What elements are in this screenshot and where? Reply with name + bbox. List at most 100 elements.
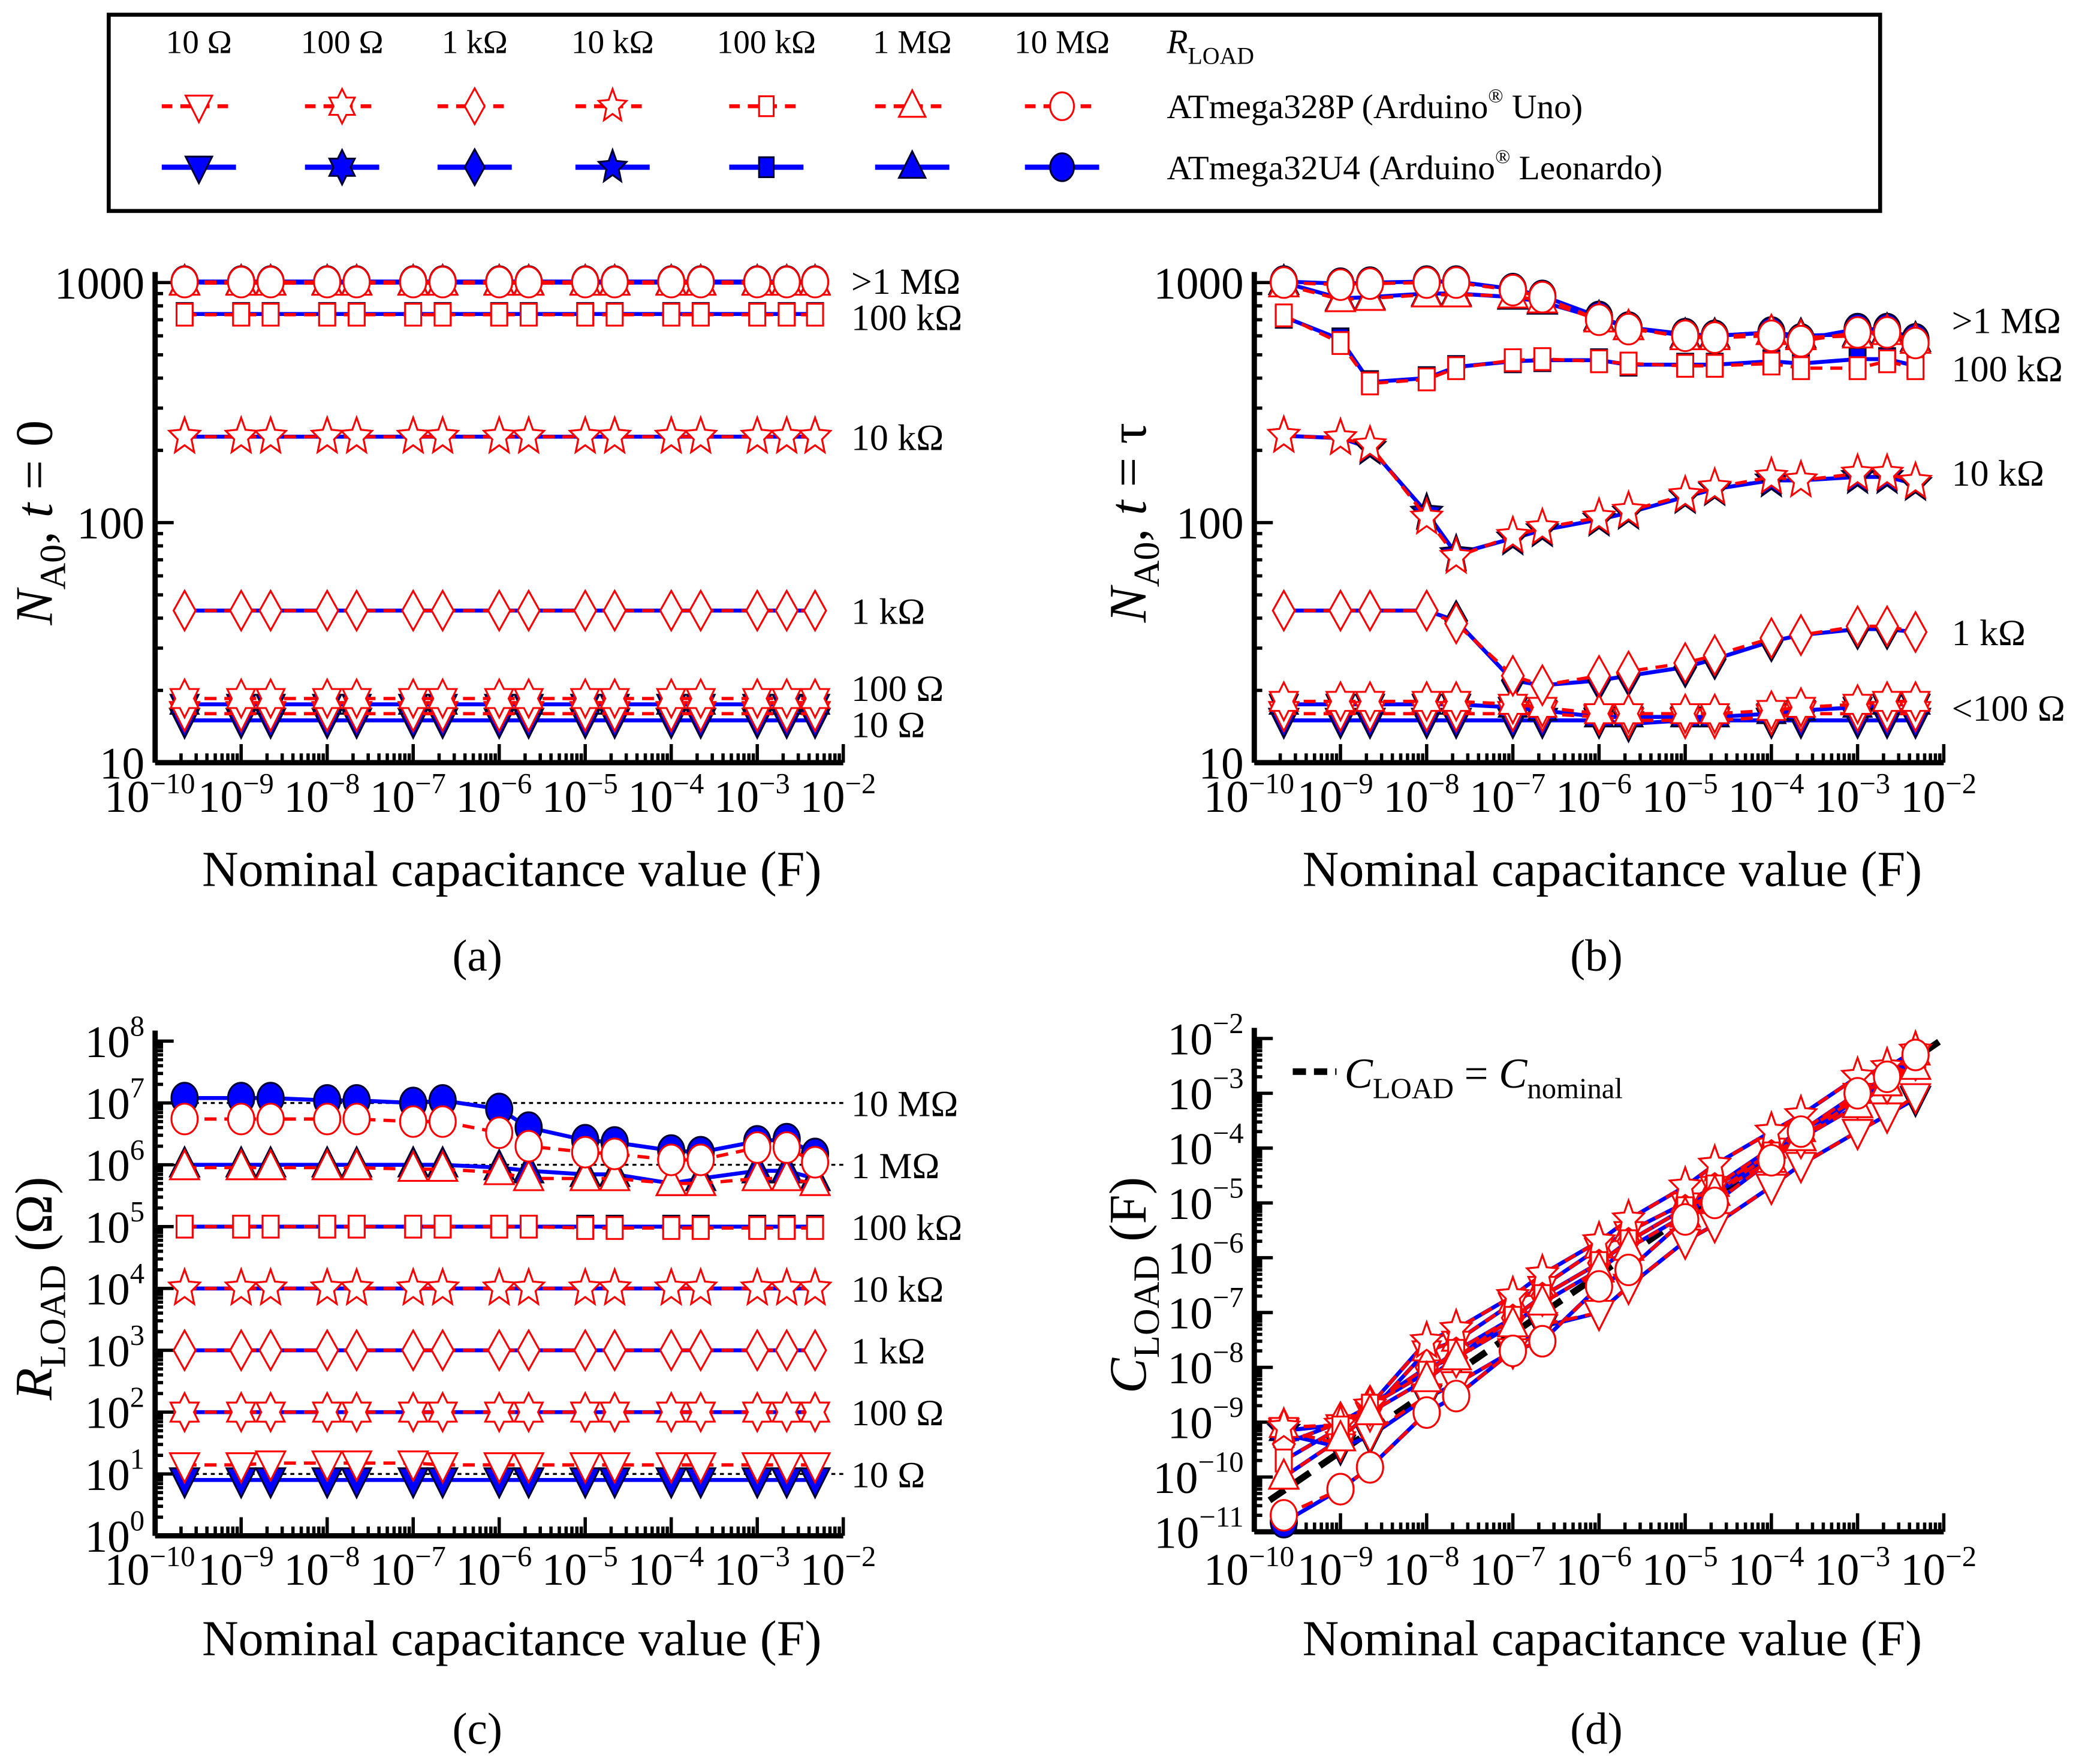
series-end-label: 100 kΩ	[1952, 349, 2063, 390]
y-tick-label: 10−5	[1168, 1172, 1244, 1229]
tick-base: 10	[85, 1141, 130, 1191]
data-point	[1869, 451, 1905, 492]
tick-exponent: −3	[759, 767, 790, 800]
tick-exponent: −5	[587, 1540, 618, 1573]
tick-exponent: −9	[243, 767, 274, 800]
y-tick-label: 106	[85, 1134, 145, 1191]
data-point	[313, 1103, 342, 1136]
tick-exponent: −9	[1342, 767, 1373, 800]
data-point	[748, 1216, 767, 1240]
tick-exponent: −8	[1213, 1336, 1244, 1369]
data-point	[1783, 458, 1819, 498]
tick-base: 10	[800, 1545, 845, 1595]
tick-base: 10	[1168, 1344, 1213, 1393]
series-end-label: 100 kΩ	[851, 298, 962, 339]
tick-base: 10	[1168, 1124, 1213, 1174]
data-point	[1871, 1102, 1903, 1135]
y-axis-title: NA0, t = τ	[1099, 423, 1167, 623]
data-point	[1700, 1187, 1729, 1220]
data-point	[1270, 266, 1298, 299]
tick-base: 10	[1168, 1289, 1213, 1339]
data-point	[1323, 416, 1358, 456]
label-main: C	[1345, 1050, 1373, 1097]
y-axis-title: NA0, t = 0	[5, 420, 73, 626]
legend-resistance-label: 1 kΩ	[442, 24, 508, 61]
tick-exponent: −4	[673, 767, 704, 800]
data-point	[516, 589, 541, 633]
tick-base: 10	[85, 1327, 130, 1377]
panel-d: 10−10 10−9 10−8 10−7 10−6 10−5 10−4 10−3 10−210−…	[1099, 1007, 1976, 1754]
data-point	[1584, 303, 1613, 336]
data-point	[1697, 1143, 1732, 1182]
device-board: Uno)	[1503, 88, 1583, 126]
data-point	[1497, 683, 1529, 726]
data-point	[1526, 1283, 1559, 1316]
ylabel-rest: ,	[5, 518, 64, 544]
data-point	[799, 1391, 831, 1434]
data-point	[1324, 1419, 1357, 1452]
data-point	[653, 1266, 689, 1307]
legend-marker-circle-icon	[1049, 91, 1075, 121]
x-tick-label: 10−4	[628, 767, 704, 822]
x-tick-label: 10−6	[1556, 767, 1632, 822]
ylabel-main: C	[1099, 1357, 1158, 1393]
x-tick-label: 10−9	[1297, 767, 1373, 822]
tick-base: 10	[85, 1265, 130, 1314]
data-point	[167, 415, 202, 454]
data-point	[1848, 356, 1867, 380]
data-point	[397, 1450, 430, 1483]
y-tick-label: 10	[1198, 739, 1243, 788]
data-point	[428, 266, 457, 299]
series-line	[1283, 434, 1917, 556]
series-end-label: 100 Ω	[851, 669, 944, 709]
data-point	[1410, 1360, 1443, 1392]
data-point	[597, 1266, 632, 1307]
data-point	[1614, 1253, 1643, 1287]
x-tick-label: 10−10	[1204, 1540, 1294, 1595]
data-point	[175, 303, 194, 327]
data-point	[342, 1103, 371, 1136]
data-point	[1619, 351, 1638, 376]
data-point	[801, 1146, 830, 1179]
data-point	[1842, 683, 1873, 726]
data-point	[1755, 1173, 1788, 1206]
data-point	[255, 1391, 287, 1434]
legend-marker-diamond-icon	[463, 147, 486, 187]
legend-marker-square-icon	[758, 156, 775, 179]
tick-exponent: −10	[149, 767, 195, 800]
tick-base: 1000	[1153, 259, 1243, 309]
legend-box	[107, 13, 1882, 213]
series-end-label: 1 MΩ	[851, 1146, 939, 1187]
tick-base: 10	[1642, 772, 1687, 822]
data-point	[258, 1328, 283, 1372]
tick-exponent: −8	[1429, 767, 1460, 800]
x-tick-label: 10−7	[1469, 1540, 1545, 1595]
data-point	[1354, 680, 1386, 723]
data-point	[511, 1266, 546, 1307]
data-point	[684, 1452, 717, 1485]
data-point	[1845, 604, 1870, 648]
x-tick-label: 10−5	[1642, 767, 1718, 822]
data-point	[1878, 349, 1896, 374]
data-point	[659, 589, 683, 633]
tick-exponent: −6	[501, 1540, 532, 1573]
data-point	[396, 1266, 431, 1307]
y-tick-label: 103	[85, 1319, 145, 1376]
device-name: ATmega32U4 (Arduino	[1167, 149, 1495, 187]
tick-exponent: 6	[130, 1134, 144, 1166]
x-tick-label: 10−5	[1642, 1540, 1718, 1595]
tick-exponent: 7	[130, 1072, 144, 1104]
data-point	[309, 415, 345, 454]
series-end-label: 1 kΩ	[851, 591, 925, 632]
data-point	[255, 677, 287, 720]
y-tick-label: 105	[85, 1196, 145, 1253]
tick-base: 10	[1384, 1545, 1429, 1595]
data-point	[519, 303, 538, 327]
data-point	[778, 303, 796, 327]
data-point	[1328, 589, 1353, 633]
data-point	[599, 1391, 631, 1434]
y-tick-label: 100	[85, 1505, 145, 1562]
data-point	[1668, 473, 1703, 513]
data-point	[1414, 589, 1439, 633]
